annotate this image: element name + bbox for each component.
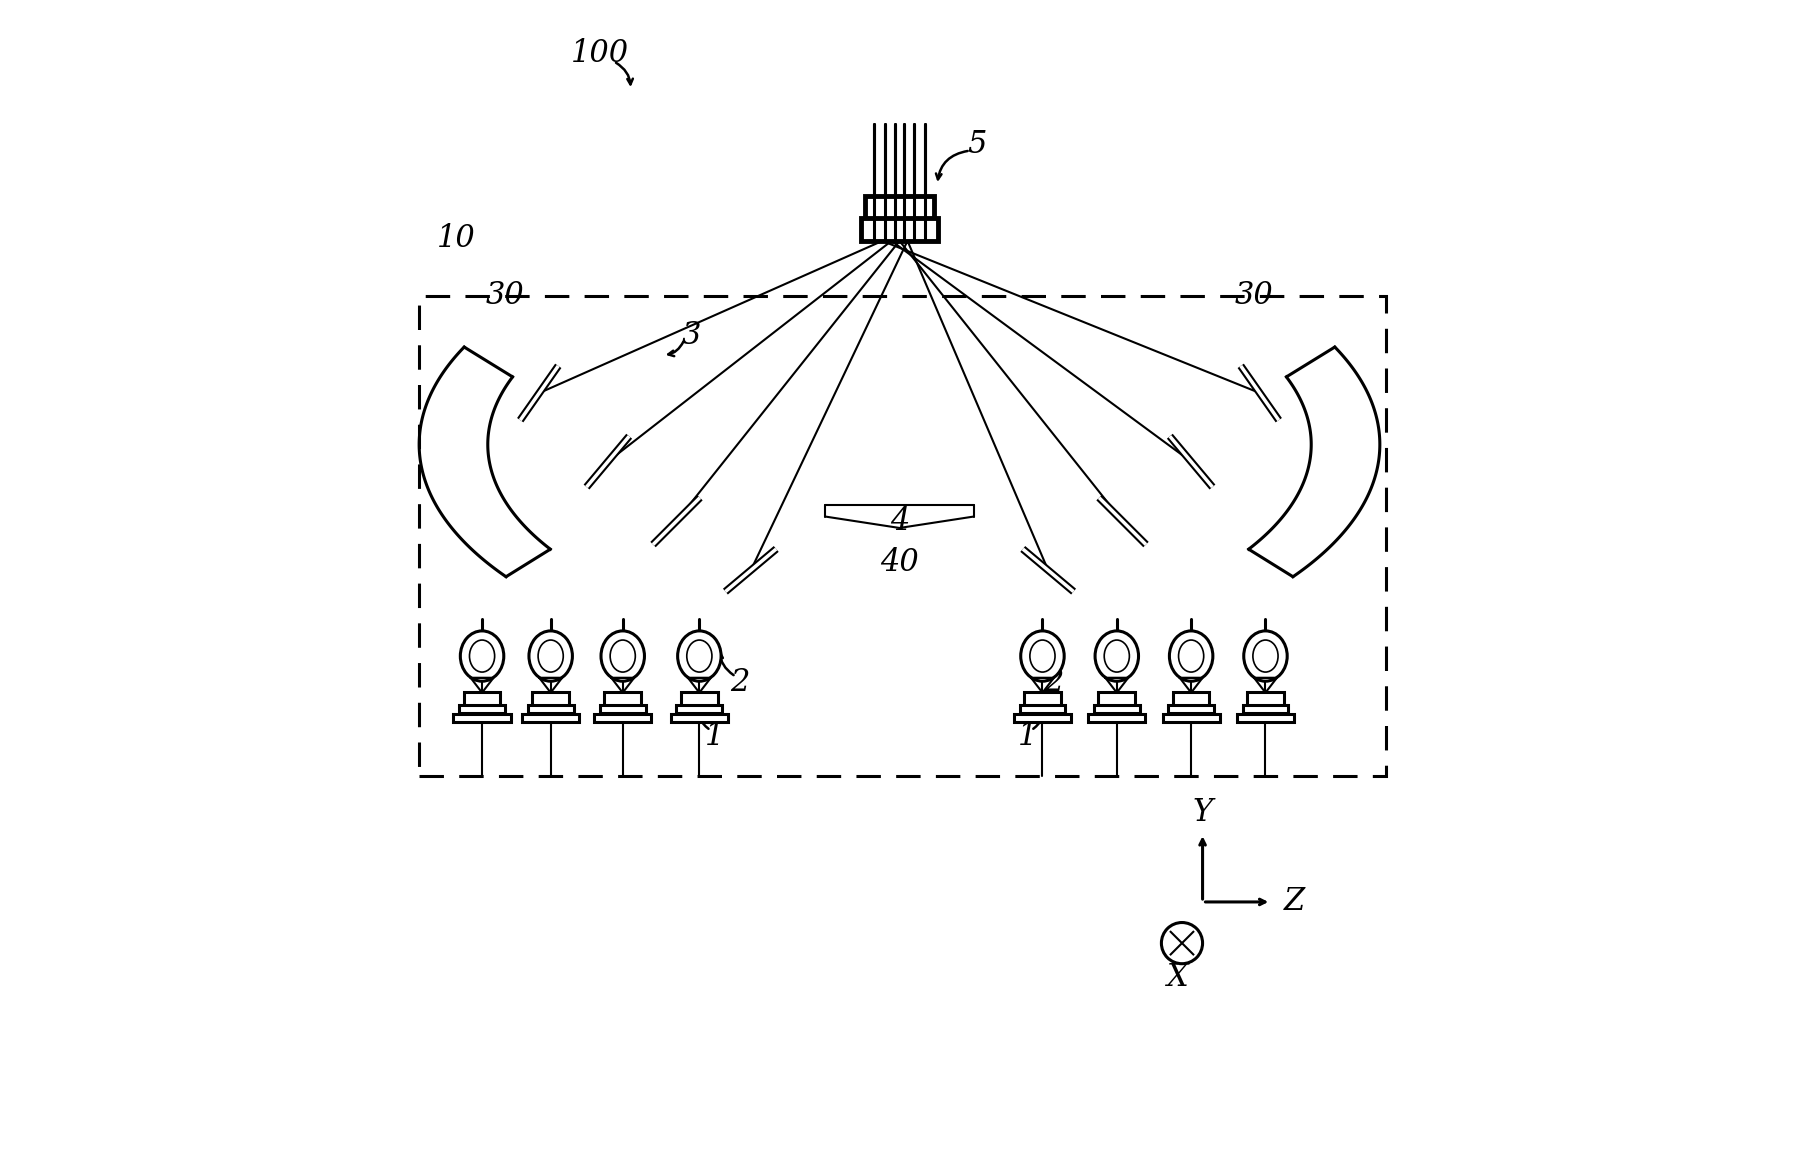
Ellipse shape [678,631,721,681]
Ellipse shape [1178,641,1203,672]
Bar [671,714,728,722]
Ellipse shape [1019,631,1064,681]
Bar [604,691,640,706]
Bar [1242,705,1287,713]
Bar [593,714,651,722]
Text: 2: 2 [730,667,748,698]
Text: 30: 30 [1233,280,1273,311]
Bar [859,218,939,241]
Text: Y: Y [1192,797,1212,828]
Bar [681,691,717,706]
Bar [676,705,721,713]
Ellipse shape [1169,631,1212,681]
Bar [1019,705,1064,713]
Text: 3: 3 [681,320,701,351]
Bar [1237,714,1293,722]
Bar [599,705,645,713]
Bar [1167,705,1214,713]
Ellipse shape [1242,631,1287,681]
Text: Z: Z [1282,886,1304,917]
Text: 40: 40 [879,547,919,578]
Ellipse shape [610,641,635,672]
Text: 30: 30 [485,280,523,311]
Ellipse shape [687,641,712,672]
Circle shape [1162,923,1201,964]
Text: X: X [1165,962,1188,993]
Text: 1: 1 [705,721,723,751]
Bar [1088,714,1145,722]
Ellipse shape [538,641,563,672]
Ellipse shape [1028,641,1054,672]
Bar [532,691,568,706]
Text: 5: 5 [967,129,987,160]
Text: 1: 1 [1018,721,1037,751]
Bar [1023,691,1061,706]
Ellipse shape [469,641,494,672]
Bar [865,196,933,221]
Text: 100: 100 [570,38,629,69]
Ellipse shape [1251,641,1277,672]
Ellipse shape [460,631,503,681]
Ellipse shape [1095,631,1138,681]
Bar [419,296,1384,776]
Bar [464,691,500,706]
Ellipse shape [1104,641,1129,672]
Bar [521,714,579,722]
Text: 2: 2 [1043,667,1063,698]
Bar [527,705,574,713]
Bar [1246,691,1284,706]
Bar [1093,705,1140,713]
Bar [453,714,511,722]
Ellipse shape [529,631,572,681]
Text: 4: 4 [890,506,908,537]
Bar [1014,714,1070,722]
Text: 10: 10 [437,223,475,255]
Bar [1172,691,1208,706]
Bar [1099,691,1135,706]
Ellipse shape [601,631,644,681]
Bar [458,705,505,713]
Bar [1162,714,1219,722]
